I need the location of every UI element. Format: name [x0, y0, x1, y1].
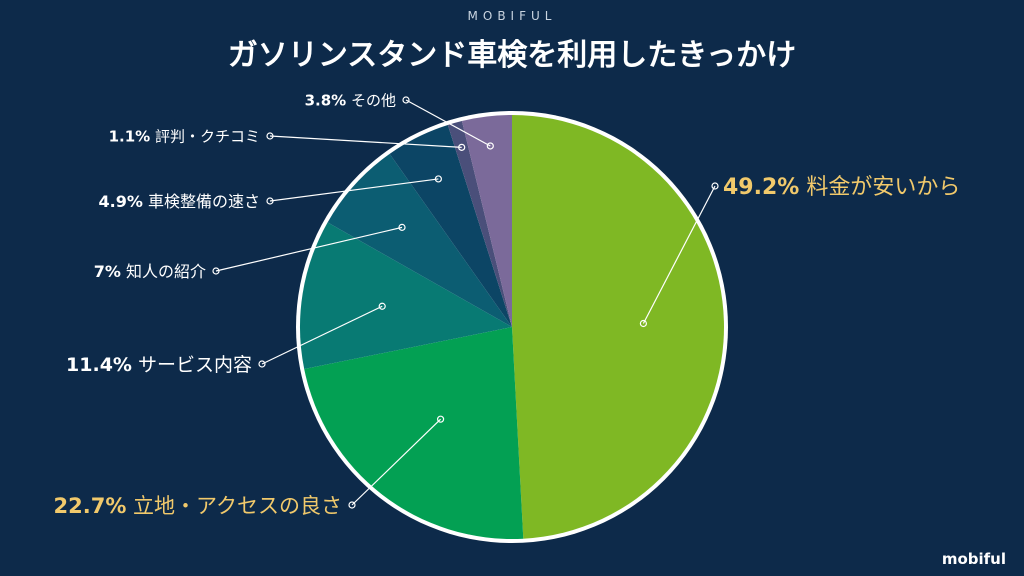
pie-slice	[461, 115, 512, 327]
pie-slice	[300, 222, 512, 369]
leader-dot-inner	[398, 223, 406, 231]
leader-dot-inner	[434, 175, 442, 183]
pie-slice	[512, 115, 724, 539]
leader-line	[269, 178, 439, 202]
pie-slice	[389, 124, 512, 327]
brand-top-text: MOBIFUL	[467, 9, 557, 23]
slice-label: 1.1% 評判・クチコミ	[109, 128, 260, 146]
slice-name: 知人の紹介	[121, 262, 206, 281]
slice-label: 7% 知人の紹介	[94, 262, 206, 281]
leader-dot-outer	[711, 182, 719, 190]
slice-label: 22.7% 立地・アクセスの良さ	[54, 494, 342, 518]
leader-line	[261, 305, 383, 365]
leader-dot-outer	[402, 96, 410, 104]
leader-dot-outer	[258, 360, 266, 368]
slice-name: サービス内容	[132, 354, 252, 376]
leader-dot-outer	[348, 501, 356, 509]
leader-dot-inner	[436, 415, 445, 423]
slice-percent: 7%	[94, 262, 121, 281]
slice-percent: 4.9%	[99, 192, 143, 211]
leader-dot-inner	[458, 143, 466, 151]
slice-label: 11.4% サービス内容	[66, 354, 252, 376]
slice-percent: 11.4%	[66, 354, 132, 376]
slice-name: その他	[346, 92, 396, 110]
leader-line	[351, 418, 442, 506]
leader-dot-inner	[639, 319, 647, 328]
leader-line	[215, 226, 403, 272]
leader-dot-outer	[266, 197, 274, 205]
slice-percent: 22.7%	[54, 494, 127, 518]
leader-line	[269, 135, 462, 148]
slice-label: 4.9% 車検整備の速さ	[99, 192, 260, 211]
slice-label: 49.2% 料金が安いから	[723, 175, 960, 200]
slice-percent: 3.8%	[305, 92, 347, 110]
slice-name: 評判・クチコミ	[150, 128, 260, 146]
leader-line	[405, 99, 491, 147]
chart-title: ガソリンスタンド車検を利用したきっかけ	[227, 38, 797, 73]
leader-line	[642, 185, 716, 324]
slice-name: 車検整備の速さ	[143, 192, 260, 211]
pie-slice	[304, 327, 524, 539]
leader-dot-inner	[378, 302, 386, 310]
brand-bottom-logo: mobiful	[941, 550, 1006, 568]
slice-name: 立地・アクセスの良さ	[126, 494, 342, 518]
pie-slice	[447, 121, 512, 327]
slice-label: 3.8% その他	[305, 92, 396, 110]
leader-dot-outer	[212, 267, 220, 275]
leader-dot-outer	[266, 132, 274, 140]
leader-dot-inner	[486, 142, 494, 150]
pie-slice	[327, 153, 512, 327]
slice-percent: 49.2%	[723, 175, 799, 200]
slice-name: 料金が安いから	[799, 175, 960, 200]
slice-percent: 1.1%	[109, 128, 151, 146]
